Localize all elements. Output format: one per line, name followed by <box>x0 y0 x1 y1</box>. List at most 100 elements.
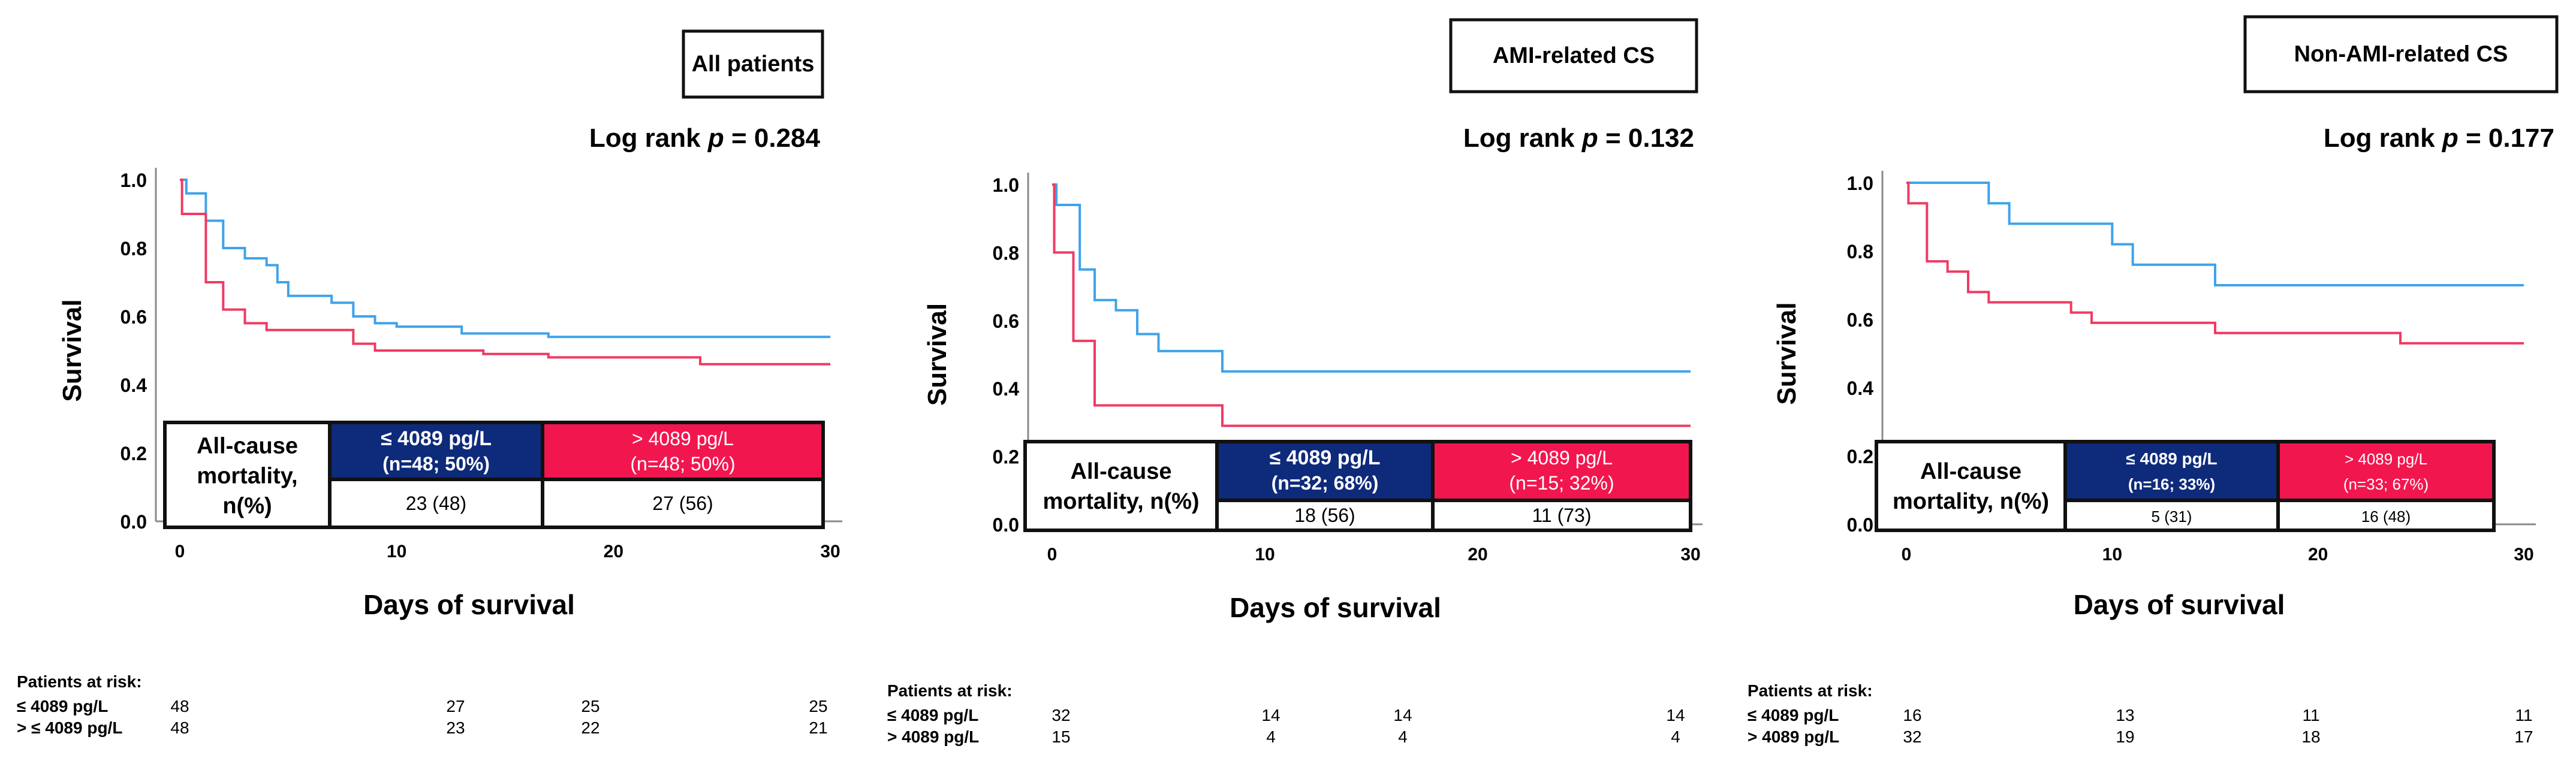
y-tick-label: 0.0 <box>120 511 147 533</box>
risk-value: 23 <box>446 718 465 737</box>
logrank-value: = 0.132 <box>1598 123 1694 153</box>
km-curve-high <box>180 179 830 366</box>
mortality-label-line: mortality, n(%) <box>1893 489 2049 514</box>
table-header-high <box>1431 440 1692 502</box>
risk-value: 14 <box>1261 706 1280 724</box>
logrank-p: p <box>2442 123 2459 153</box>
y-tick-label: 0.6 <box>993 310 1019 332</box>
table-value-cell-high <box>1431 499 1692 532</box>
risk-value: 13 <box>2116 706 2134 724</box>
km-curve-low <box>180 179 830 339</box>
logrank-p: p <box>707 123 724 153</box>
risk-value: 4 <box>1266 727 1276 746</box>
x-tick-label: 10 <box>2102 545 2122 564</box>
logrank-text: Log rank p = 0.284 <box>589 123 821 153</box>
x-tick-label: 10 <box>387 542 406 561</box>
mortality-label-line: n(%) <box>222 494 272 519</box>
table-value-cell-high <box>2276 499 2496 532</box>
x-tick-label: 0 <box>175 542 185 561</box>
group-high-label: > 4089 pg/L <box>2345 450 2427 468</box>
risk-row-label: > ≤ 4089 pg/L <box>17 718 122 737</box>
risk-row-label: ≤ 4089 pg/L <box>17 697 108 715</box>
group-low-mortality: 5 (31) <box>2152 508 2192 526</box>
risk-value: 11 <box>2515 706 2532 724</box>
panel-title-box <box>682 29 824 99</box>
x-tick-label: 0 <box>1047 545 1057 564</box>
y-tick-label: 0.2 <box>120 443 147 464</box>
group-low-sub: (n=32; 68%) <box>1272 472 1379 494</box>
risk-value: 14 <box>1666 706 1685 724</box>
mortality-label-line: All-cause <box>197 434 298 459</box>
risk-title: Patients at risk: <box>17 672 142 691</box>
risk-row-label: ≤ 4089 pg/L <box>1748 706 1839 724</box>
panel-title: Non-AMI-related CS <box>2294 42 2508 67</box>
panel-title-box <box>2243 15 2559 93</box>
y-tick-label: 0.4 <box>993 378 1020 400</box>
table-header-low <box>328 421 544 481</box>
risk-value: 27 <box>446 697 465 715</box>
mortality-label-line: mortality, n(%) <box>1043 489 1199 514</box>
x-tick-label: 20 <box>604 542 623 561</box>
x-tick-label: 0 <box>1902 545 1912 564</box>
group-high-mortality: 11 (73) <box>1532 505 1591 526</box>
y-tick-label: 0.4 <box>1847 378 1874 399</box>
table-label-cell <box>1023 440 1219 532</box>
y-tick-label: 0.8 <box>1847 241 1873 262</box>
y-tick-label: 1.0 <box>993 174 1019 196</box>
risk-value: 25 <box>581 697 599 715</box>
x-axis-label: Days of survival <box>363 589 575 620</box>
group-low-sub: (n=48; 50%) <box>382 453 490 475</box>
y-tick-label: 0.8 <box>993 242 1019 264</box>
x-tick-label: 30 <box>820 542 840 561</box>
group-low-sub: (n=16; 33%) <box>2128 475 2215 493</box>
risk-value: 22 <box>581 718 599 737</box>
y-tick-label: 0.8 <box>120 238 147 259</box>
risk-row-label: > 4089 pg/L <box>1748 727 1839 746</box>
risk-row-label: ≤ 4089 pg/L <box>887 706 978 724</box>
group-low-label: ≤ 4089 pg/L <box>381 427 492 450</box>
risk-value: 4 <box>1671 727 1680 746</box>
y-tick-label: 1.0 <box>1847 173 1873 194</box>
group-high-sub: (n=33; 67%) <box>2343 475 2429 493</box>
panel-title: AMI-related CS <box>1493 43 1655 68</box>
risk-value: 32 <box>1052 706 1070 724</box>
km-curve-low <box>1906 182 2524 286</box>
x-tick-label: 10 <box>1255 545 1275 564</box>
y-tick-label: 0.2 <box>993 446 1019 468</box>
table-label-cell <box>1875 440 2067 532</box>
panel-title-box <box>1449 18 1698 93</box>
risk-title: Patients at risk: <box>1748 681 1873 700</box>
risk-value: 11 <box>2302 706 2319 724</box>
group-high-sub: (n=15; 32%) <box>1509 472 1614 494</box>
km-curve-low <box>1052 183 1691 373</box>
risk-value: 4 <box>1398 727 1408 746</box>
panel-title: All patients <box>692 52 815 77</box>
risk-row-label: > 4089 pg/L <box>887 727 979 746</box>
x-axis-label: Days of survival <box>2074 589 2285 620</box>
y-tick-label: 0.6 <box>120 306 147 328</box>
y-tick-label: 0.2 <box>1847 446 1873 467</box>
group-high-sub: (n=48; 50%) <box>630 453 735 475</box>
mortality-label-line: All-cause <box>1920 459 2021 484</box>
risk-value: 32 <box>1903 727 1921 746</box>
risk-value: 18 <box>2301 727 2320 746</box>
mortality-label-line: All-cause <box>1071 459 1172 484</box>
logrank-text: Log rank p = 0.177 <box>2324 123 2554 153</box>
risk-value: 21 <box>809 718 827 737</box>
logrank-label: Log rank <box>589 123 708 153</box>
logrank-text: Log rank p = 0.132 <box>1463 123 1694 153</box>
x-tick-label: 20 <box>2308 545 2328 564</box>
logrank-label: Log rank <box>2324 123 2442 153</box>
y-axis-label: Survival <box>1772 302 1801 404</box>
risk-value: 15 <box>1052 727 1070 746</box>
y-axis-label: Survival <box>923 303 952 406</box>
table-value-cell-low <box>328 478 544 529</box>
logrank-p: p <box>1581 123 1598 153</box>
risk-value: 14 <box>1393 706 1412 724</box>
risk-value: 17 <box>2514 727 2533 746</box>
km-curve-high <box>1052 183 1691 427</box>
group-low-label: ≤ 4089 pg/L <box>1270 446 1381 469</box>
table-value-cell-high <box>541 478 825 529</box>
y-tick-label: 0.6 <box>1847 309 1873 331</box>
